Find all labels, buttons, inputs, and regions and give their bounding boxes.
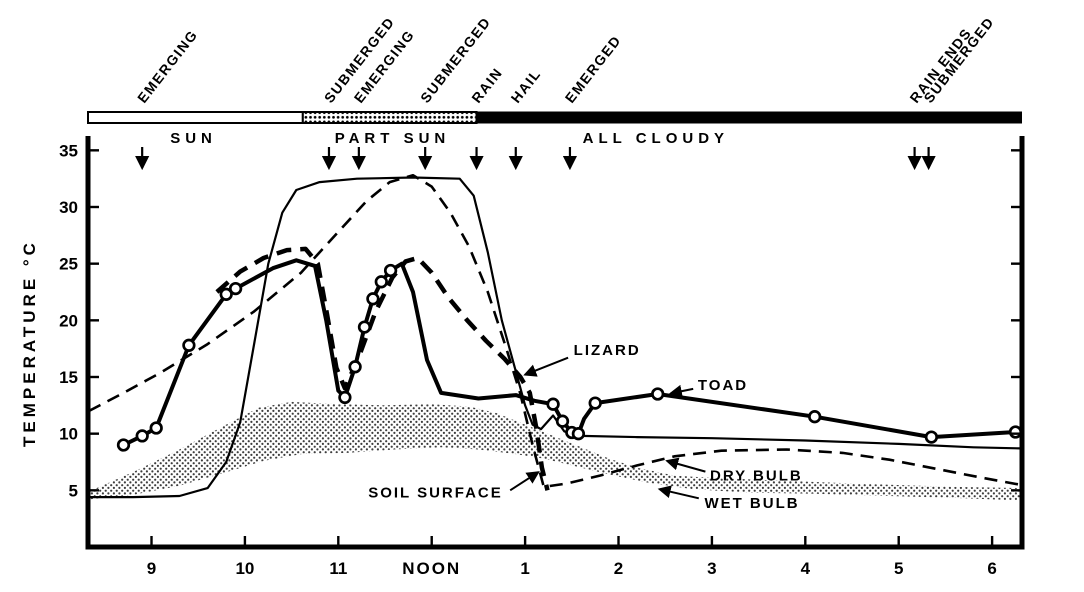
series-label-wet-bulb: WET BULB: [704, 495, 799, 512]
x-tick-label: NOON: [402, 559, 461, 578]
x-tick-label: 1: [520, 559, 529, 578]
toad-marker: [348, 360, 362, 374]
sky-label: ALL CLOUDY: [583, 130, 729, 147]
toad-marker: [1008, 425, 1023, 439]
y-tick-label: 5: [69, 481, 78, 500]
toad-marker: [228, 281, 243, 296]
y-tick-label: 35: [59, 141, 78, 160]
event-label: EMERGED: [562, 32, 625, 106]
series-label-soil-surface: SOIL SURFACE: [368, 485, 503, 502]
x-tick-label: 4: [801, 559, 811, 578]
toad-marker: [571, 427, 586, 441]
toad-marker: [808, 410, 822, 424]
toad-marker: [135, 429, 149, 443]
y-tick-label: 20: [59, 311, 78, 330]
x-tick-label: 11: [329, 559, 347, 578]
y-axis-title: TEMPERATURE °C: [20, 239, 39, 447]
toad-marker: [357, 320, 372, 334]
series-line-lizard: [215, 246, 550, 491]
toad-marker: [924, 430, 939, 444]
x-tick-label: 9: [147, 559, 156, 578]
event-label: EMERGING: [134, 26, 201, 105]
toad-marker: [374, 275, 388, 289]
toad-marker: [651, 387, 665, 401]
toad-marker: [555, 414, 570, 428]
x-tick-label: 6: [987, 559, 996, 578]
event-label: RAIN: [468, 64, 505, 106]
wet-bulb-band: [88, 401, 1021, 501]
toad-marker: [149, 421, 163, 435]
event-label: HAIL: [508, 66, 544, 106]
x-tick-label: 5: [894, 559, 903, 578]
sky-bar-solid: [476, 111, 1022, 124]
series-label-lizard: LIZARD: [574, 342, 641, 359]
toad-marker: [338, 390, 352, 405]
series-line-dry-bulb: [88, 174, 1021, 489]
toad-marker: [182, 338, 196, 352]
toad-marker: [588, 396, 602, 410]
y-tick-label: 25: [59, 255, 78, 274]
series-label-toad: TOAD: [698, 377, 748, 394]
y-tick-label: 30: [59, 198, 78, 217]
series-line-soil-surface: [88, 176, 1021, 499]
leader-arrow-lizard: [523, 356, 569, 377]
series-label-dry-bulb: DRY BULB: [710, 468, 803, 485]
sky-label: PART SUN: [335, 130, 451, 147]
toad-marker: [546, 397, 560, 411]
toad-marker: [116, 438, 131, 452]
sky-bar-clear: [87, 111, 304, 124]
y-tick-label: 15: [59, 368, 78, 387]
leader-arrow-wet-bulb: [657, 485, 700, 500]
x-tick-label: 3: [707, 559, 716, 578]
sky-bar-dotted-fill: [303, 113, 476, 122]
sky-label: SUN: [170, 130, 217, 147]
leader-arrow-soil-surface: [509, 471, 540, 492]
toad-marker: [219, 287, 233, 301]
toad-marker: [366, 292, 380, 306]
y-tick-label: 10: [59, 425, 78, 444]
leader-arrow-toad: [668, 384, 694, 398]
x-tick-label: 2: [614, 559, 623, 578]
leader-arrow-dry-bulb: [665, 457, 706, 473]
toad-marker: [383, 263, 398, 278]
x-tick-label: 10: [235, 559, 254, 578]
